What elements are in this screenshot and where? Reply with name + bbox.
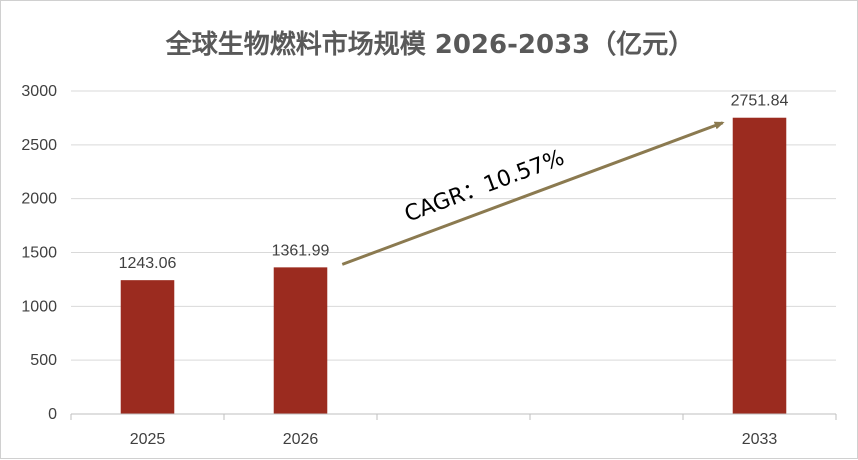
cagr-annotation: CAGR：10.57%: [401, 145, 567, 227]
x-tick-label: 2026: [283, 431, 319, 448]
chart-title: 全球生物燃料市场规模 2026-2033（亿元）: [165, 29, 695, 60]
y-tick-label: 500: [30, 352, 57, 369]
bar-2026: [273, 267, 328, 414]
data-label: 1361.99: [272, 242, 330, 259]
bar-2033: [732, 117, 787, 414]
y-tick-label: 2000: [21, 191, 57, 208]
data-label: 2751.84: [731, 93, 789, 110]
y-tick-label: 1000: [21, 298, 57, 315]
data-label: 1243.06: [119, 255, 177, 272]
y-tick-label: 1500: [21, 245, 57, 262]
x-tick-label: 2025: [130, 431, 166, 448]
x-tick-label: 2033: [742, 431, 778, 448]
cagr-arrow: [341, 121, 725, 266]
y-tick-label: 0: [48, 406, 57, 423]
y-tick-label: 2500: [21, 137, 57, 154]
y-tick-label: 3000: [21, 83, 57, 100]
bar-2025: [120, 280, 175, 414]
